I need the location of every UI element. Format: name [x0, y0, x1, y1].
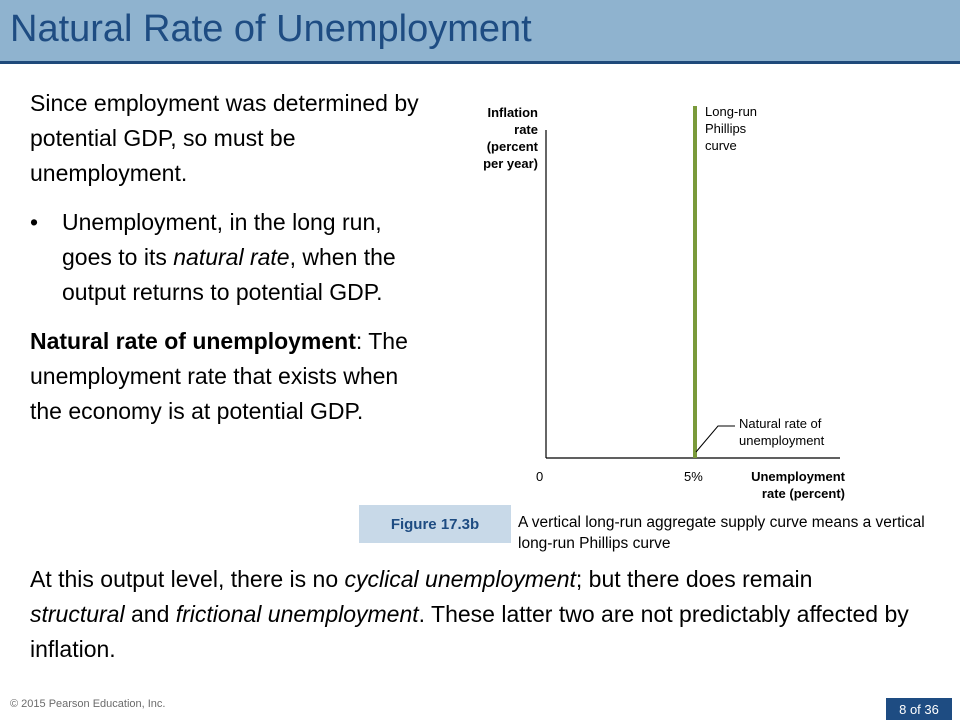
bullet-text-end: , when the output returns to potential G…: [62, 244, 396, 305]
natural-rate-label-line-1: Natural rate of: [739, 416, 822, 431]
ylabel-line-1: Inflation: [487, 105, 538, 120]
bottom-italic-frictional: frictional unemployment: [175, 601, 419, 627]
curve-label-line-3: curve: [705, 138, 737, 153]
definition-text: : The unemployment rate that exists when…: [30, 328, 408, 424]
bottom-text-2: ; but there does remain: [575, 566, 813, 592]
page-number: 8 of 36: [886, 698, 952, 720]
curve-label-line-2: Phillips: [705, 121, 747, 136]
intro-paragraph: Since employment was determined by poten…: [30, 90, 419, 186]
bullet-text-italic: natural rate: [173, 244, 290, 270]
bottom-text-4: . These latter two are not predictably a…: [30, 601, 909, 662]
ylabel-line-3: (percent: [487, 139, 539, 154]
x-tick-5: 5%: [684, 469, 703, 484]
title-bar: Natural Rate of Unemployment: [0, 0, 960, 64]
x-tick-0: 0: [536, 469, 543, 484]
copyright-notice: © 2015 Pearson Education, Inc.: [10, 698, 166, 710]
figure-label: Figure 17.3b: [359, 505, 511, 543]
natural-rate-leader-line: [695, 425, 735, 453]
bullet-marker: •: [30, 209, 39, 235]
definition-paragraph: Natural rate of unemployment: The unempl…: [30, 324, 430, 429]
xlabel-line-2: rate (percent): [762, 486, 845, 501]
chart-svg: Inflation rate (percent per year) Long-r…: [483, 104, 846, 501]
xlabel-line-1: Unemployment: [751, 469, 846, 484]
curve-label-line-1: Long-run: [705, 104, 757, 119]
ylabel-line-4: per year): [483, 156, 538, 171]
natural-rate-label-line-2: unemployment: [739, 433, 825, 448]
slide-title: Natural Rate of Unemployment: [10, 8, 532, 50]
bottom-italic-cyclical: cyclical unemployment: [344, 566, 576, 592]
ylabel-line-2: rate: [514, 122, 538, 137]
figure-caption: A vertical long-run aggregate supply cur…: [518, 514, 925, 552]
left-text-column: Since employment was determined by poten…: [30, 86, 430, 429]
phillips-chart: Inflation rate (percent per year) Long-r…: [460, 96, 900, 516]
bottom-text-3: and: [124, 601, 176, 627]
bullet-text-start: Unemployment, in the long run, goes to i…: [62, 209, 382, 270]
bullet-item: • Unemployment, in the long run, goes to…: [30, 205, 430, 310]
bottom-text-1: At this output level, there is no: [30, 566, 345, 592]
definition-term: Natural rate of unemployment: [30, 328, 356, 354]
bottom-paragraph: At this output level, there is no cyclic…: [30, 562, 910, 667]
bottom-italic-structural: structural: [30, 601, 125, 627]
